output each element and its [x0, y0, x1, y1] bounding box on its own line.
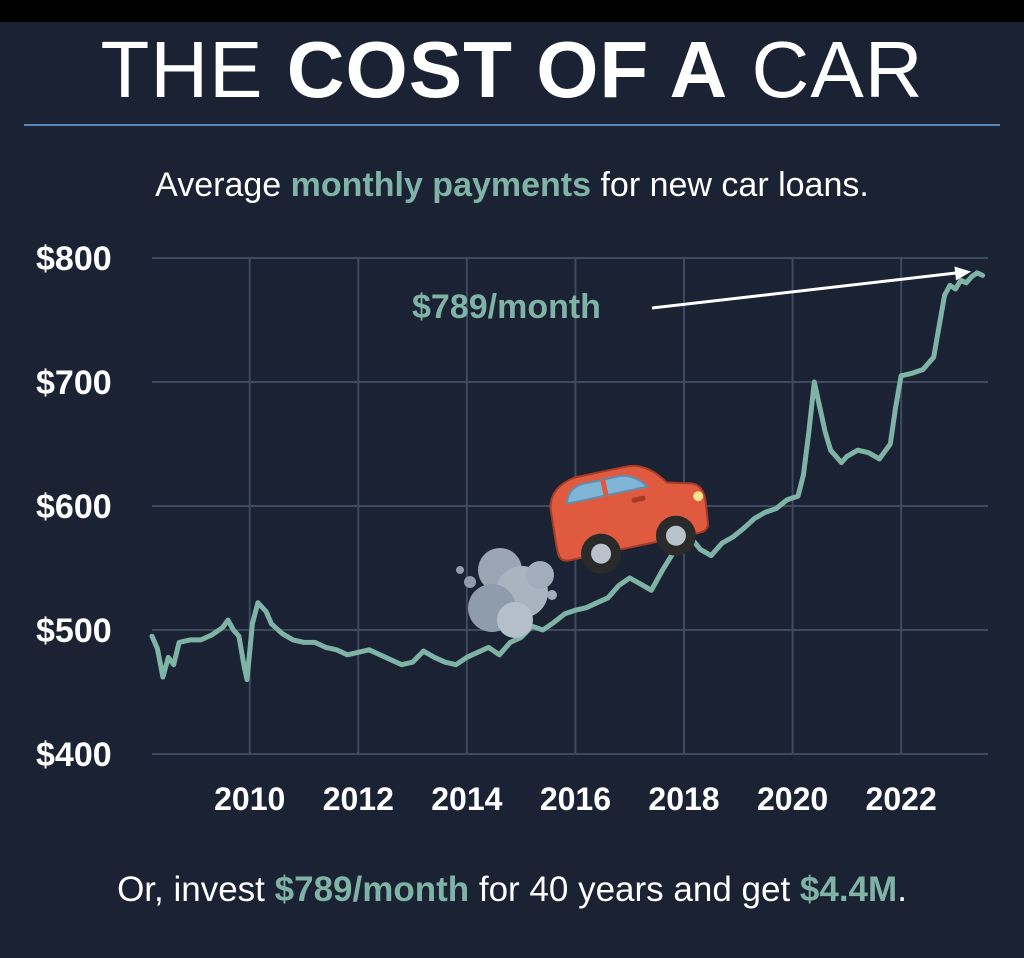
page-title: THE COST OF A CAR: [0, 20, 1024, 120]
x-tick-label: 2020: [757, 781, 828, 817]
title-part-car: CAR: [728, 25, 924, 114]
y-tick-label: $800: [36, 240, 112, 278]
annotation: $789/month: [412, 266, 972, 326]
subtitle-part-1: Average: [155, 166, 291, 204]
footer-part-1: Or, invest: [117, 870, 275, 909]
x-tick-label: 2014: [431, 781, 502, 817]
series-line: [149, 270, 986, 683]
subtitle-part-2: for new car loans.: [591, 166, 869, 204]
annotation-label: $789/month: [412, 288, 601, 326]
x-axis-ticks: 2010 2012 2014 2016 2018 2020 2022: [214, 781, 937, 817]
car-icon: [549, 464, 709, 574]
y-tick-label: $400: [36, 736, 112, 774]
y-tick-label: $500: [36, 612, 112, 650]
annotation-arrow-line: [651, 271, 960, 310]
footer-part-2: for 40 years and get: [469, 870, 800, 909]
x-tick-label: 2022: [866, 781, 937, 817]
annotation-arrow-head: [954, 266, 972, 281]
footer-part-3: .: [897, 870, 907, 909]
y-tick-label: $600: [36, 488, 112, 526]
title-divider: [24, 124, 1000, 126]
subtitle-highlight: monthly payments: [290, 166, 592, 204]
x-tick-label: 2012: [323, 781, 394, 817]
y-axis-ticks: $400 $500 $600 $700 $800: [36, 240, 112, 774]
title-part-the: THE: [100, 25, 287, 114]
line-chart: $400$500$600$700$800 2010 2012 2014 2016 201…: [36, 240, 988, 817]
page-subtitle: Average monthly payments for new car loa…: [0, 160, 1024, 210]
footer-highlight-total: $4.4M: [799, 870, 898, 909]
title-part-cost-of-a: COST OF A: [286, 25, 729, 114]
x-tick-label: 2016: [540, 781, 611, 817]
top-black-bar: [0, 0, 1024, 22]
chart-grid: [152, 257, 988, 755]
y-tick-label: $700: [36, 364, 112, 402]
x-tick-label: 2018: [648, 781, 719, 817]
x-tick-label: 2010: [214, 781, 285, 817]
exhaust-cloud-icon: [456, 548, 557, 638]
footer-callout: Or, invest $789/month for 40 years and g…: [0, 862, 1024, 918]
footer-highlight-monthly: $789/month: [274, 870, 470, 909]
